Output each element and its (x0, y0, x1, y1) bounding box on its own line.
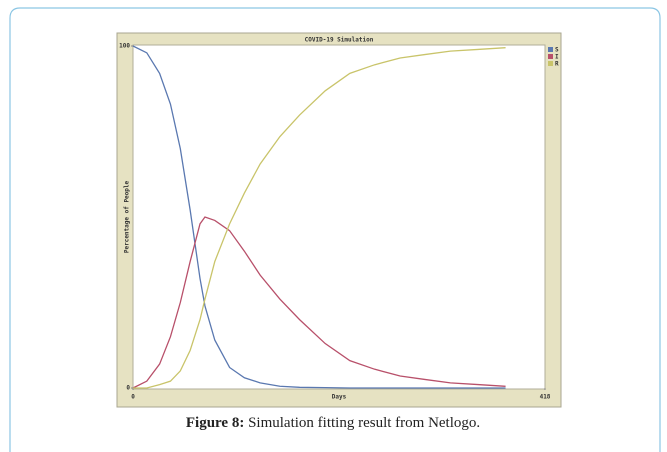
series-line (132, 45, 506, 389)
series-line (133, 47, 506, 389)
y-tick-label: 100 (119, 43, 130, 50)
legend-label: S (555, 47, 559, 54)
x-axis-label: Days (332, 394, 347, 401)
x-tick-label: 418 (540, 394, 551, 401)
x-tick-label: 0 (131, 394, 135, 401)
figure-border (9, 7, 661, 452)
caption-text: Simulation fitting result from Netlogo. (248, 415, 480, 431)
caption: Figure 8: Simulation fitting result from… (186, 415, 480, 431)
plot-area (132, 44, 546, 390)
caption-label: Figure 8: (186, 415, 244, 431)
y-axis-label: Percentage of People (124, 180, 131, 253)
y-tick-label: 0 (126, 385, 130, 392)
legend-swatch (548, 54, 553, 59)
chart-title: COVID-19 Simulation (305, 37, 374, 44)
legend-swatch (548, 47, 553, 52)
legend-label: R (555, 61, 559, 68)
legend-label: I (555, 54, 559, 61)
legend-swatch (548, 61, 553, 66)
series-line (132, 216, 506, 389)
